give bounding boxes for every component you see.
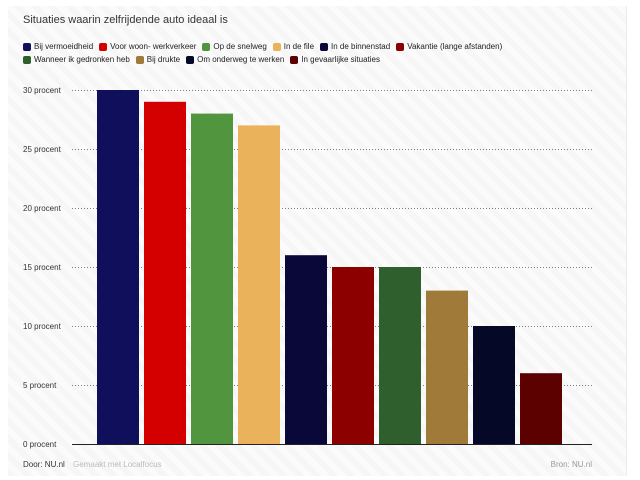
bar[interactable] <box>379 267 421 444</box>
legend-label: Wanneer ik gedronken heb <box>34 55 130 64</box>
legend-label: Om onderweg te werken <box>197 55 285 64</box>
legend-label: Bij drukte <box>146 55 181 64</box>
chart-legend: Bij vermoeidheid Voor woon- werkverkeer Op… <box>23 42 613 65</box>
legend-item: Voor woon- werkverkeer <box>99 42 196 52</box>
y-tick-label: 10 procent <box>23 322 62 331</box>
legend-item: In de file <box>272 42 315 52</box>
legend-label: Op de snelweg <box>213 42 267 51</box>
legend-item: Bij drukte <box>135 55 181 65</box>
legend-swatch <box>23 56 31 64</box>
footer-source: Bron: NU.nl <box>550 460 592 469</box>
bar[interactable] <box>520 373 562 444</box>
footer-made-with[interactable]: Gemaakt met Localfocus <box>73 460 162 469</box>
legend-label: Vakantie (lange afstanden) <box>407 42 503 51</box>
bar[interactable] <box>191 113 233 444</box>
y-tick-label: 30 procent <box>23 86 62 95</box>
bar[interactable] <box>144 101 186 445</box>
legend-label: In de binnenstad <box>331 42 391 51</box>
legend-label: In gevaarlijke situaties <box>301 55 380 64</box>
legend-item: Bij vermoeidheid <box>23 42 93 52</box>
legend-item: In gevaarlijke situaties <box>290 55 380 65</box>
legend-item: Op de snelweg <box>202 42 267 52</box>
legend-label: Bij vermoeidheid <box>34 42 94 51</box>
legend-swatch <box>396 43 405 51</box>
legend-item: Om onderweg te werken <box>186 55 284 65</box>
legend-swatch <box>23 43 31 51</box>
y-tick-label: 15 procent <box>23 263 62 272</box>
bar[interactable] <box>285 255 327 444</box>
legend-swatch <box>202 43 211 51</box>
legend-swatch <box>99 43 108 51</box>
y-tick-label: 0 procent <box>23 440 57 449</box>
chart-title: Situaties waarin zelfrijdende auto ideaa… <box>23 14 228 26</box>
footer-author: Door: NU.nl <box>23 460 65 469</box>
legend-swatch <box>320 43 329 51</box>
bar[interactable] <box>473 326 515 444</box>
y-tick-label: 20 procent <box>23 204 62 213</box>
bar[interactable] <box>238 125 280 445</box>
legend-swatch <box>135 56 144 64</box>
legend-item: Vakantie (lange afstanden) <box>396 42 502 52</box>
bar[interactable] <box>332 267 374 444</box>
legend-swatch <box>186 56 195 64</box>
legend-item: In de binnenstad <box>320 42 390 52</box>
footer-credits: Door: NU.nl Gemaakt met Localfocus <box>23 460 162 469</box>
legend-label: Voor woon- werkverkeer <box>110 42 197 51</box>
legend-label: In de file <box>283 42 315 51</box>
legend-swatch <box>290 56 299 64</box>
legend-item: Wanneer ik gedronken heb <box>23 55 130 65</box>
legend-swatch <box>272 43 281 51</box>
bar[interactable] <box>426 290 468 444</box>
y-tick-label: 25 procent <box>23 145 62 154</box>
bar[interactable] <box>97 90 139 444</box>
y-tick-label: 5 procent <box>23 381 57 390</box>
